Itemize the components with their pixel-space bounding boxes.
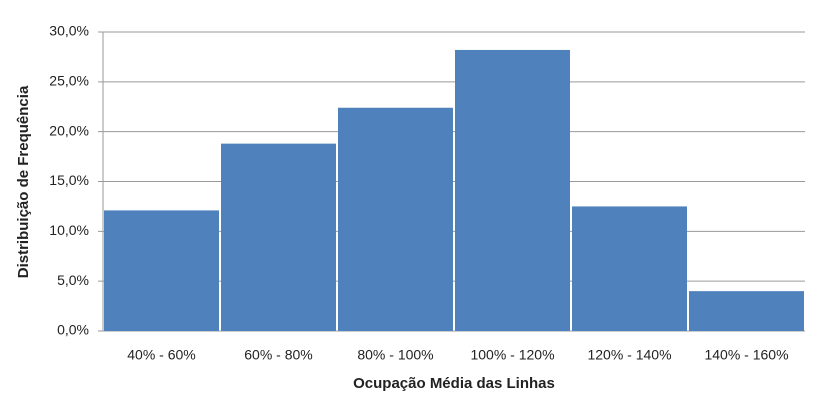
y-tick-label: 0,0% (57, 322, 89, 338)
bar (689, 291, 804, 331)
y-tick-label: 10,0% (49, 222, 89, 238)
x-tick-label: 60% - 80% (244, 347, 312, 363)
bar (572, 206, 687, 331)
y-tick-label: 15,0% (49, 172, 89, 188)
x-tick-label: 120% - 140% (587, 347, 671, 363)
bar (338, 107, 453, 331)
x-tick-label: 100% - 120% (470, 347, 554, 363)
y-tick-label: 30,0% (49, 23, 89, 39)
bar (104, 210, 219, 331)
y-axis-title: Distribuição de Frequência (15, 85, 32, 278)
x-axis-title: Ocupação Média das Linhas (353, 375, 555, 392)
x-tick-label: 40% - 60% (127, 347, 195, 363)
bar (221, 143, 336, 331)
y-tick-label: 25,0% (49, 73, 89, 89)
y-tick-label: 5,0% (57, 272, 89, 288)
bar (455, 49, 570, 331)
x-tick-label: 140% - 160% (704, 347, 788, 363)
x-tick-label: 80% - 100% (357, 347, 433, 363)
y-tick-label: 20,0% (49, 122, 89, 138)
